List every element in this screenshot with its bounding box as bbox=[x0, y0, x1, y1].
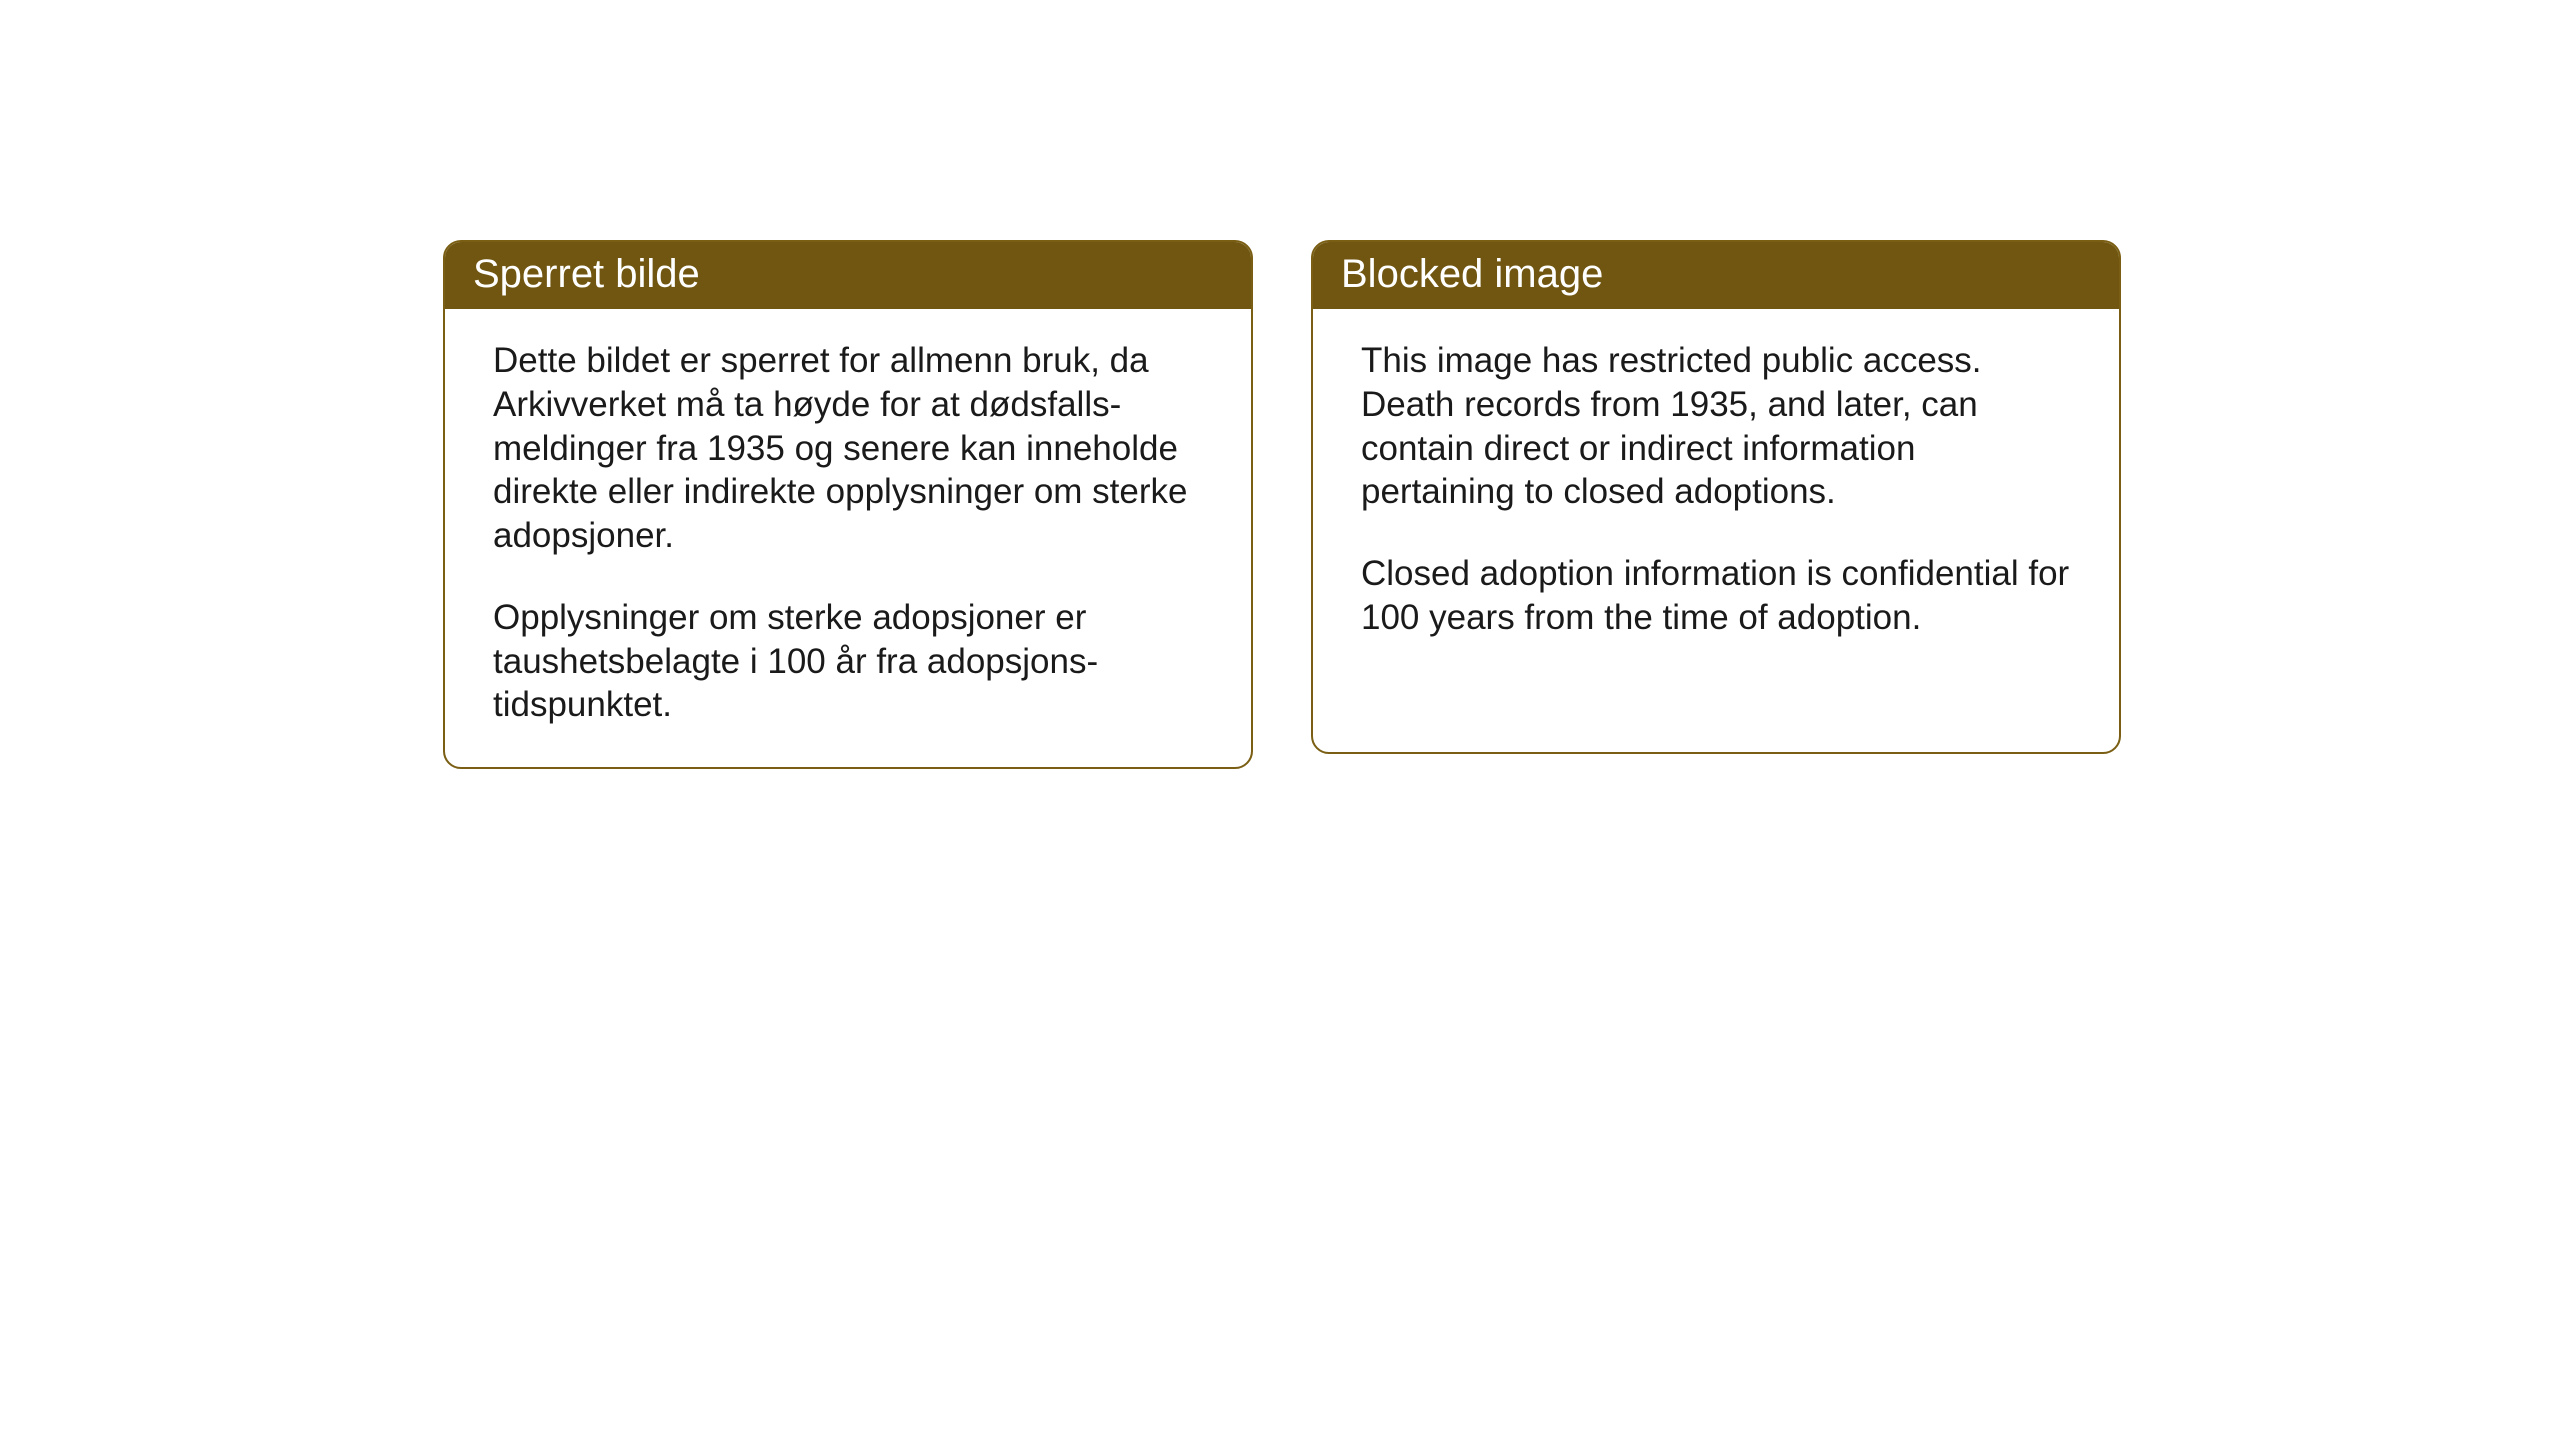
notice-header-english: Blocked image bbox=[1313, 242, 2119, 309]
notice-title-english: Blocked image bbox=[1341, 252, 1603, 296]
notice-body-norwegian: Dette bildet er sperret for allmenn bruk… bbox=[445, 309, 1251, 767]
notice-paragraph-2-english: Closed adoption information is confident… bbox=[1361, 552, 2071, 640]
notice-box-norwegian: Sperret bilde Dette bildet er sperret fo… bbox=[443, 240, 1253, 769]
notice-title-norwegian: Sperret bilde bbox=[473, 252, 700, 296]
notice-container: Sperret bilde Dette bildet er sperret fo… bbox=[443, 240, 2121, 769]
notice-body-english: This image has restricted public access.… bbox=[1313, 309, 2119, 680]
notice-box-english: Blocked image This image has restricted … bbox=[1311, 240, 2121, 754]
notice-paragraph-1-norwegian: Dette bildet er sperret for allmenn bruk… bbox=[493, 339, 1203, 558]
notice-header-norwegian: Sperret bilde bbox=[445, 242, 1251, 309]
notice-paragraph-1-english: This image has restricted public access.… bbox=[1361, 339, 2071, 514]
notice-paragraph-2-norwegian: Opplysninger om sterke adopsjoner er tau… bbox=[493, 596, 1203, 727]
